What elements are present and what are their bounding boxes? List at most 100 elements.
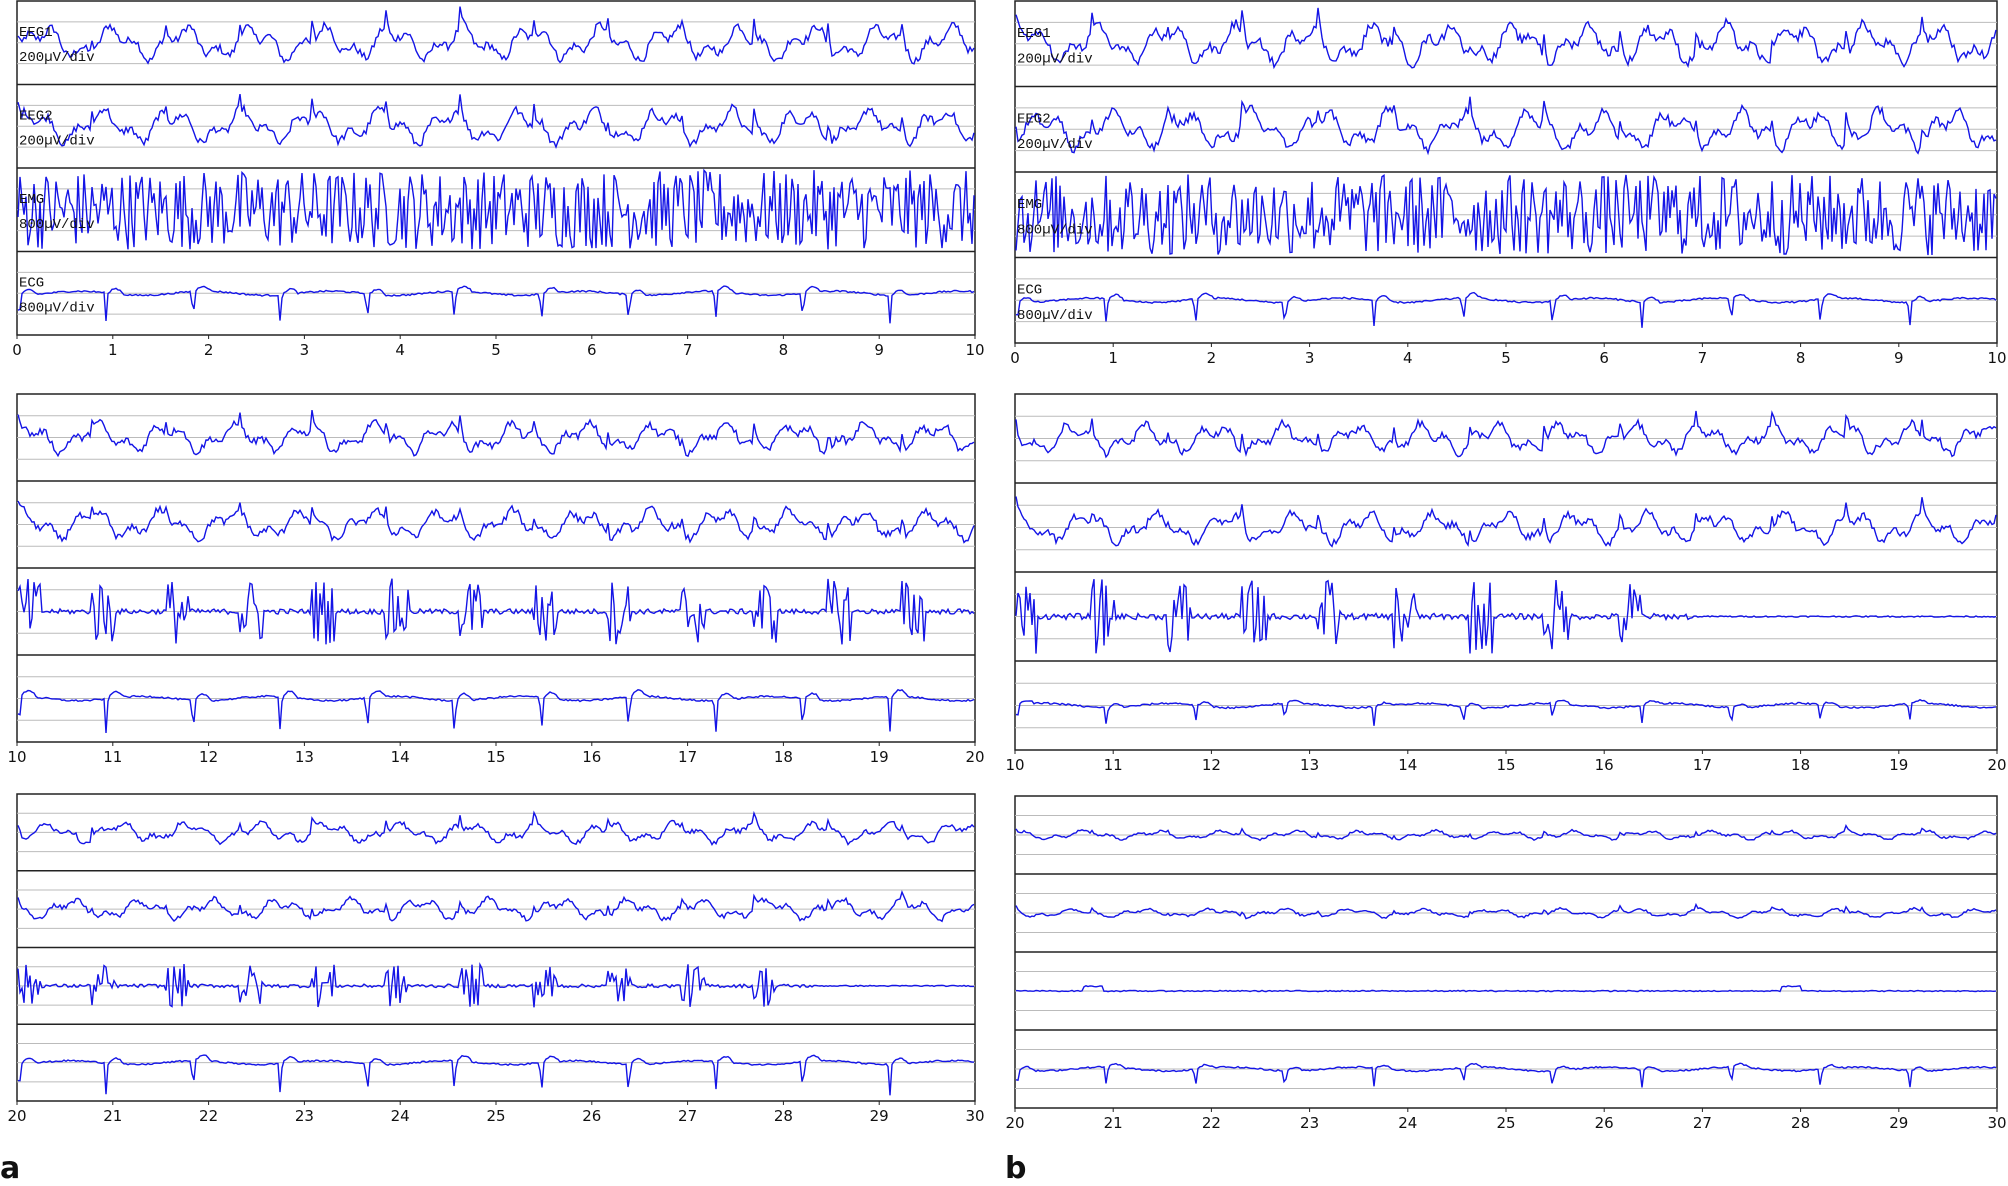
channel-name: EEG1: [19, 25, 53, 41]
x-tick-label: 14: [1398, 756, 1417, 774]
x-tick-label: 20: [7, 1107, 26, 1125]
signal-trace: [1015, 698, 1997, 726]
x-tick-label: 15: [486, 748, 505, 766]
channel-scale: 800µV/div: [19, 217, 95, 233]
x-tick-label: 23: [295, 1107, 314, 1125]
signal-trace: [1015, 291, 1997, 328]
x-tick-label: 13: [1300, 756, 1319, 774]
x-tick-label: 18: [1791, 756, 1810, 774]
channel-scale: 200µV/div: [19, 50, 95, 66]
x-tick-label: 26: [1595, 1114, 1614, 1132]
x-tick-label: 27: [1693, 1114, 1712, 1132]
x-tick-label: 8: [1796, 349, 1806, 367]
channel-name: ECG: [1017, 282, 1042, 298]
x-tick-label: 29: [870, 1107, 889, 1125]
x-tick-label: 28: [774, 1107, 793, 1125]
signal-trace: [1015, 96, 1997, 156]
channel-name: EEG1: [1017, 26, 1051, 42]
x-tick-label: 9: [874, 341, 884, 359]
channel-name: EMG: [1017, 197, 1042, 213]
x-tick-label: 3: [1305, 349, 1315, 367]
x-tick-label: 25: [1496, 1114, 1515, 1132]
signal-trace: [17, 962, 974, 1008]
signal-trace: [17, 409, 975, 458]
channel-scale: 200µV/div: [1017, 137, 1093, 153]
channel-scale: 800µV/div: [19, 301, 95, 317]
x-tick-label: 20: [1987, 756, 2006, 774]
signal-trace: [17, 93, 975, 149]
signal-trace: [1015, 7, 1997, 70]
signal-trace: [1015, 824, 1997, 842]
x-tick-label: 2: [1207, 349, 1217, 367]
x-tick-label: 22: [199, 1107, 218, 1125]
channel-scale: 200µV/div: [19, 134, 95, 150]
signal-trace: [17, 6, 975, 65]
x-tick-label: 11: [1104, 756, 1123, 774]
channel-scale: 800µV/div: [1017, 223, 1093, 239]
x-tick-label: 17: [678, 748, 697, 766]
signal-trace: [1015, 410, 1997, 459]
x-tick-label: 5: [491, 341, 501, 359]
x-tick-label: 7: [1698, 349, 1708, 367]
channel-scale: 200µV/div: [1017, 52, 1093, 68]
signal-trace: [1015, 578, 1997, 654]
x-tick-label: 26: [582, 1107, 601, 1125]
signal-trace: [1015, 902, 1997, 920]
x-tick-label: 12: [1202, 756, 1221, 774]
signal-trace: [17, 1054, 974, 1096]
x-tick-label: 30: [965, 1107, 984, 1125]
channel-name: EEG2: [1017, 111, 1051, 127]
x-tick-label: 3: [300, 341, 310, 359]
x-tick-label: 5: [1501, 349, 1511, 367]
x-tick-label: 19: [1889, 756, 1908, 774]
x-tick-label: 16: [582, 748, 601, 766]
x-tick-label: 10: [7, 748, 26, 766]
x-tick-label: 29: [1889, 1114, 1908, 1132]
x-tick-label: 13: [295, 748, 314, 766]
x-tick-label: 9: [1894, 349, 1904, 367]
signal-trace: [17, 578, 975, 645]
channel-name: EMG: [19, 192, 44, 208]
signal-trace: [17, 285, 975, 324]
x-tick-label: 12: [199, 748, 218, 766]
x-tick-label: 10: [1005, 756, 1024, 774]
signal-trace: [1015, 1062, 1997, 1088]
x-tick-label: 0: [1010, 349, 1020, 367]
x-tick-label: 30: [1987, 1114, 2006, 1132]
signal-trace: [17, 688, 975, 734]
signal-trace: [17, 168, 975, 250]
x-tick-label: 15: [1496, 756, 1515, 774]
x-tick-label: 4: [395, 341, 405, 359]
x-tick-label: 10: [1987, 349, 2006, 367]
x-tick-label: 24: [391, 1107, 410, 1125]
x-tick-label: 18: [774, 748, 793, 766]
x-tick-label: 16: [1595, 756, 1614, 774]
x-tick-label: 0: [12, 341, 22, 359]
x-tick-label: 6: [1599, 349, 1609, 367]
x-tick-label: 2: [204, 341, 214, 359]
x-tick-label: 1: [108, 341, 118, 359]
x-tick-label: 11: [103, 748, 122, 766]
x-tick-label: 14: [391, 748, 410, 766]
channel-name: ECG: [19, 276, 44, 292]
signal-trace: [1015, 173, 1997, 256]
x-tick-label: 25: [486, 1107, 505, 1125]
signal-trace: [17, 500, 975, 544]
x-tick-label: 28: [1791, 1114, 1810, 1132]
signal-trace: [17, 810, 975, 847]
panel-label: b: [1005, 1151, 1026, 1186]
x-tick-label: 6: [587, 341, 597, 359]
x-tick-label: 17: [1693, 756, 1712, 774]
x-tick-label: 4: [1403, 349, 1413, 367]
signal-trace: [17, 890, 975, 923]
x-tick-label: 7: [683, 341, 693, 359]
x-tick-label: 21: [1104, 1114, 1123, 1132]
x-tick-label: 23: [1300, 1114, 1319, 1132]
x-tick-label: 20: [1005, 1114, 1024, 1132]
x-tick-label: 22: [1202, 1114, 1221, 1132]
channel-name: EEG2: [19, 109, 53, 125]
x-tick-label: 21: [103, 1107, 122, 1125]
channel-scale: 800µV/div: [1017, 308, 1093, 324]
x-tick-label: 19: [870, 748, 889, 766]
